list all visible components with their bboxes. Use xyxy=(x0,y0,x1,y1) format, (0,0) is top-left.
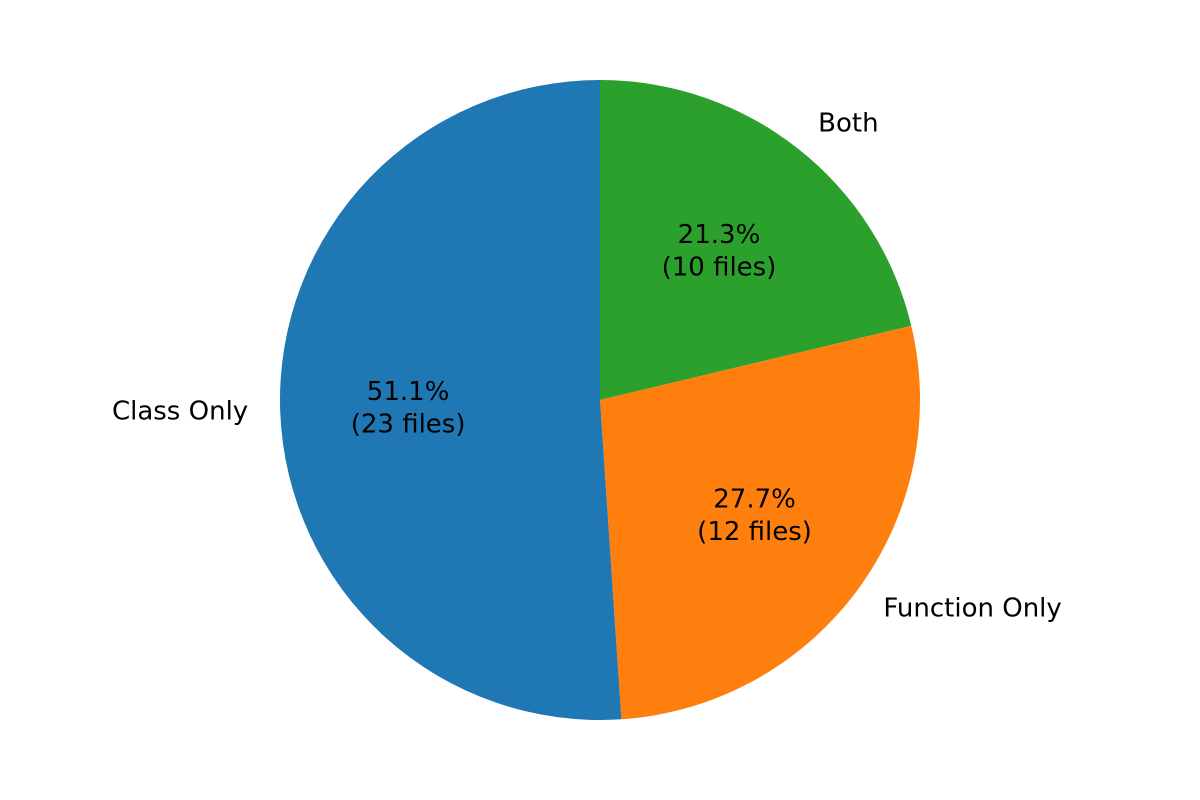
slice-label: Both xyxy=(818,108,878,138)
slice-percent-label: 51.1% (23 files) xyxy=(351,377,466,440)
pie-slice-class-only xyxy=(280,80,622,720)
slice-label: Class Only xyxy=(112,396,248,426)
slice-label: Function Only xyxy=(883,593,1061,623)
pie-slice-both xyxy=(600,80,912,400)
slice-percent-label: 27.7% (12 files) xyxy=(697,484,812,547)
slice-percent-label: 21.3% (10 files) xyxy=(662,220,777,283)
pie-slice-function-only xyxy=(600,325,921,720)
